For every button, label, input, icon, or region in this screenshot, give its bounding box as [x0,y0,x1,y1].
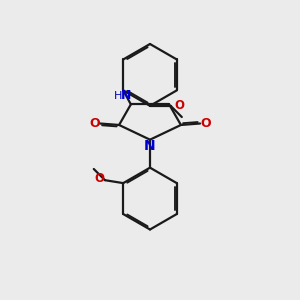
Text: N: N [120,88,131,101]
Text: O: O [95,172,105,185]
Text: O: O [200,117,211,130]
Text: O: O [174,99,184,112]
Text: O: O [89,117,100,130]
Text: N: N [144,139,156,153]
Text: H: H [114,91,122,101]
